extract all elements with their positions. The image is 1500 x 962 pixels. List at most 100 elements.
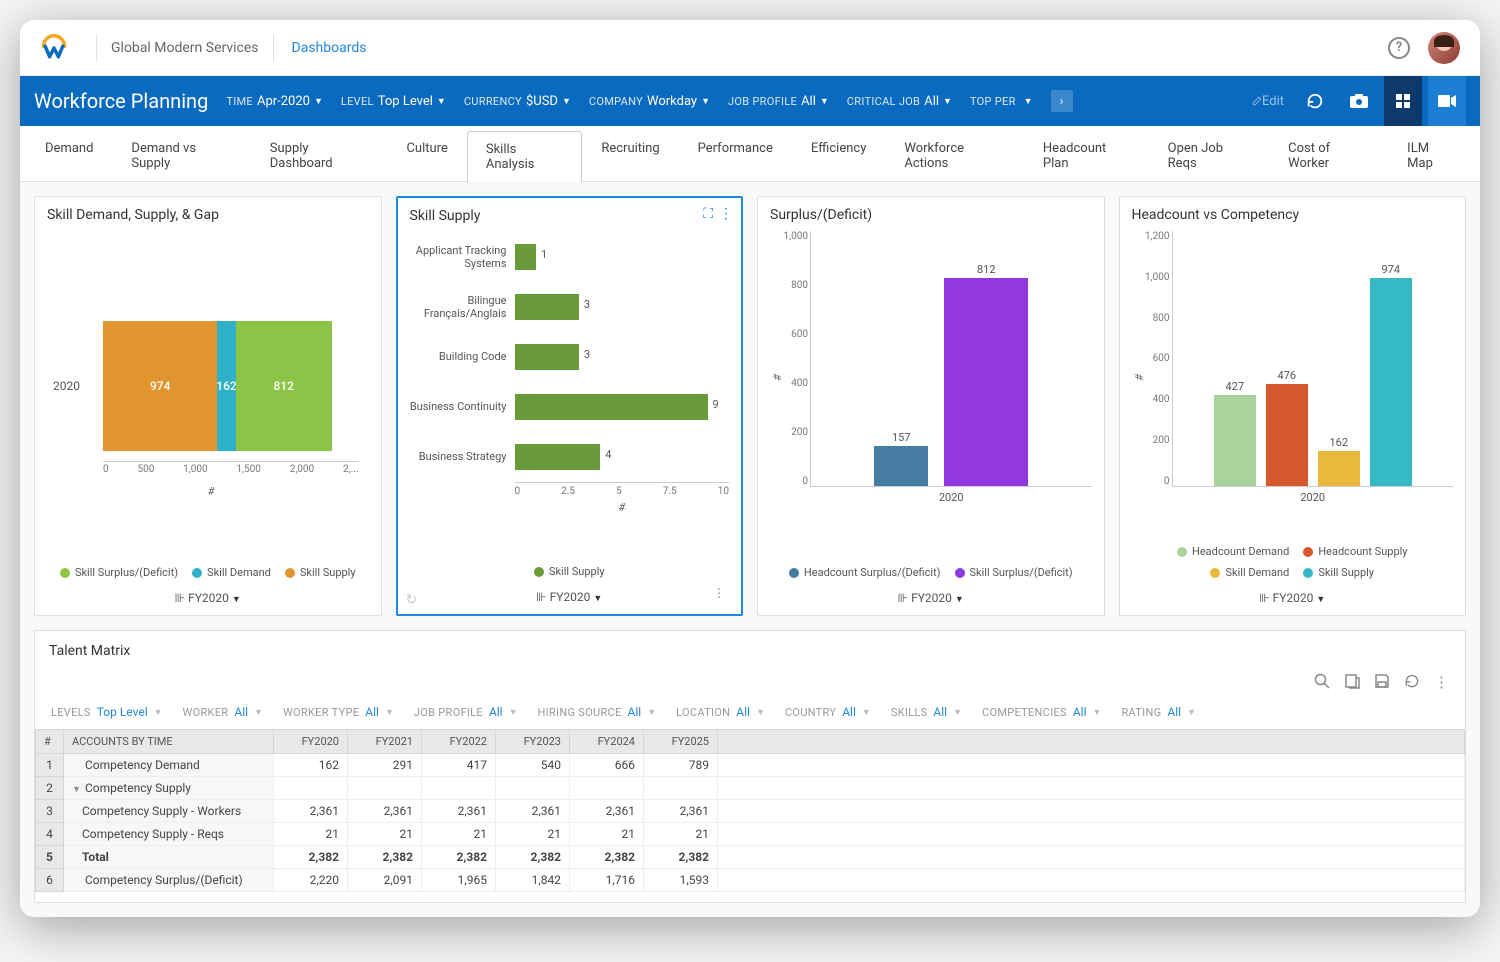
filter-time[interactable]: TIMEApr-2020▼ — [226, 94, 323, 109]
bar-segment[interactable]: 974 — [103, 321, 217, 451]
chart-legend: Headcount DemandHeadcount SupplySkill De… — [1132, 539, 1454, 585]
filter-company[interactable]: COMPANYWorkday▼ — [589, 94, 710, 109]
matrix-filter-worker-type[interactable]: WORKER TYPEAll▼ — [283, 705, 394, 719]
bar-row[interactable]: Applicant Tracking Systems1 — [410, 232, 730, 282]
bar[interactable]: 162 — [1318, 436, 1360, 486]
legend-item: Skill Supply — [534, 565, 605, 578]
expand-icon[interactable]: ⛶ — [703, 206, 713, 222]
card-footer-filter[interactable]: ⊪ FY2020 ▼ — [47, 585, 369, 605]
x-axis-label: # — [208, 485, 215, 498]
org-name: Global Modern Services — [111, 40, 259, 56]
matrix-filter-location[interactable]: LOCATIONAll▼ — [676, 705, 765, 719]
legend-item: Headcount Supply — [1303, 545, 1407, 558]
tab-recruiting[interactable]: Recruiting — [582, 130, 678, 181]
tab-workforce-actions[interactable]: Workforce Actions — [885, 130, 1024, 181]
bar[interactable]: 812 — [944, 263, 1028, 486]
filter-top-per[interactable]: TOP PER▼ — [970, 95, 1033, 108]
talent-matrix-table: #ACCOUNTS BY TIMEFY2020FY2021FY2022FY202… — [35, 729, 1465, 892]
grid-view-icon[interactable] — [1384, 76, 1422, 126]
export-icon[interactable] — [1344, 673, 1360, 693]
matrix-filter-worker[interactable]: WORKERAll▼ — [183, 705, 263, 719]
card-title: Headcount vs Competency — [1132, 207, 1454, 223]
table-row[interactable]: 6Competency Surplus/(Deficit)2,2202,0911… — [36, 869, 1465, 892]
legend-item: Headcount Surplus/(Deficit) — [789, 566, 941, 579]
tab-efficiency[interactable]: Efficiency — [792, 130, 885, 181]
tab-ilm-map[interactable]: ILM Map — [1388, 130, 1474, 181]
tab-demand-vs-supply[interactable]: Demand vs Supply — [112, 130, 250, 181]
stacked-bar-chart: 2020 974162812 05001,0001,5002,0002,... … — [47, 231, 369, 491]
topbar: Global Modern Services Dashboards ? — [20, 20, 1480, 76]
horizontal-bar-chart: Applicant Tracking Systems1Bilingue Fran… — [410, 232, 730, 522]
filters-scroll-right[interactable]: › — [1051, 90, 1073, 112]
matrix-filter-rating[interactable]: RATINGAll▼ — [1121, 705, 1196, 719]
video-icon[interactable] — [1428, 76, 1466, 126]
filter-currency[interactable]: CURRENCY$USD▼ — [464, 94, 571, 109]
tab-demand[interactable]: Demand — [26, 130, 112, 181]
tab-supply-dashboard[interactable]: Supply Dashboard — [251, 130, 388, 181]
bar-segment[interactable]: 162 — [217, 321, 235, 451]
tab-skills-analysis[interactable]: Skills Analysis — [467, 131, 582, 182]
refresh-icon[interactable]: ↻ — [406, 592, 418, 608]
table-row[interactable]: 4Competency Supply - Reqs212121212121 — [36, 823, 1465, 846]
table-row[interactable]: 3Competency Supply - Workers2,3612,3612,… — [36, 800, 1465, 823]
breadcrumb-dashboards[interactable]: Dashboards — [292, 40, 367, 56]
bar-row[interactable]: Business Strategy4 — [410, 432, 730, 482]
chart-legend: Skill Surplus/(Deficit)Skill DemandSkill… — [47, 560, 369, 585]
tab-headcount-plan[interactable]: Headcount Plan — [1024, 130, 1149, 181]
legend-item: Skill Supply — [285, 566, 356, 579]
edit-button[interactable]: Edit — [1252, 76, 1290, 126]
tab-open-job-reqs[interactable]: Open Job Reqs — [1149, 130, 1269, 181]
table-row[interactable]: 2▼Competency Supply — [36, 777, 1465, 800]
bar-row[interactable]: Bilingue Français/Anglais3 — [410, 282, 730, 332]
help-icon[interactable]: ? — [1388, 37, 1410, 59]
divider — [96, 34, 97, 62]
table-row[interactable]: 5Total2,3822,3822,3822,3822,3822,382 — [36, 846, 1465, 869]
filter-critical-job[interactable]: CRITICAL JOBAll▼ — [847, 94, 952, 109]
bar-row[interactable]: Business Continuity9 — [410, 382, 730, 432]
more-icon[interactable]: ⋮ — [1434, 673, 1449, 693]
search-icon[interactable] — [1314, 673, 1330, 693]
vertical-bar-chart: # 1,0008006004002000 2020157812 — [770, 231, 1092, 511]
matrix-filter-hiring-source[interactable]: HIRING SOURCEAll▼ — [538, 705, 657, 719]
camera-icon[interactable] — [1340, 76, 1378, 126]
bar-segment[interactable]: 812 — [236, 321, 332, 451]
chart-legend: Skill Supply — [410, 559, 730, 584]
workday-logo-icon[interactable] — [40, 34, 68, 62]
save-icon[interactable] — [1374, 673, 1390, 693]
filter-level[interactable]: LEVELTop Level▼ — [341, 94, 446, 109]
tab-culture[interactable]: Culture — [387, 130, 466, 181]
matrix-filter-job-profile[interactable]: JOB PROFILEAll▼ — [414, 705, 518, 719]
matrix-filter-bar: LEVELSTop Level▼ WORKERAll▼ WORKER TYPEAll… — [35, 697, 1465, 729]
refresh-button[interactable] — [1296, 76, 1334, 126]
legend-item: Skill Supply — [1303, 566, 1374, 579]
matrix-filter-competencies[interactable]: COMPETENCIESAll▼ — [982, 705, 1101, 719]
card-footer-filter[interactable]: ⊪ FY2020 ▼ — [770, 585, 1092, 605]
matrix-filter-levels[interactable]: LEVELSTop Level▼ — [51, 705, 163, 719]
bar[interactable]: 157 — [874, 431, 928, 486]
table-row[interactable]: 1Competency Demand162291417540666789 — [36, 754, 1465, 777]
tab-bar: DemandDemand vs SupplySupply DashboardCu… — [20, 126, 1480, 182]
refresh-icon[interactable] — [1404, 673, 1420, 693]
more-icon[interactable]: ⋮ — [713, 586, 725, 600]
filter-bar: Workforce Planning TIMEApr-2020▼LEVELTop… — [20, 76, 1480, 126]
x-axis-label: 2020 — [811, 491, 1092, 504]
bar[interactable]: 476 — [1266, 369, 1308, 486]
card-title: Skill Supply — [410, 208, 730, 224]
matrix-filter-skills[interactable]: SKILLSAll▼ — [891, 705, 962, 719]
matrix-title: Talent Matrix — [35, 641, 1465, 669]
card-footer-filter[interactable]: ⊪ FY2020 ▼ — [1132, 585, 1454, 605]
bar[interactable]: 974 — [1370, 263, 1412, 486]
edit-label: Edit — [1262, 94, 1284, 109]
content-area: Skill Demand, Supply, & Gap 2020 9741628… — [20, 182, 1480, 917]
y-axis-label: 2020 — [53, 379, 80, 393]
bar[interactable]: 427 — [1214, 380, 1256, 486]
tab-cost-of-worker[interactable]: Cost of Worker — [1269, 130, 1388, 181]
legend-item: Skill Surplus/(Deficit) — [955, 566, 1073, 579]
matrix-filter-country[interactable]: COUNTRYAll▼ — [785, 705, 871, 719]
bar-row[interactable]: Building Code3 — [410, 332, 730, 382]
user-avatar[interactable] — [1428, 32, 1460, 64]
card-footer-filter[interactable]: ⊪ FY2020 ▼ ⋮ — [410, 584, 730, 604]
filter-job-profile[interactable]: JOB PROFILEAll▼ — [728, 94, 829, 109]
more-icon[interactable]: ⋮ — [719, 206, 733, 222]
tab-performance[interactable]: Performance — [679, 130, 792, 181]
